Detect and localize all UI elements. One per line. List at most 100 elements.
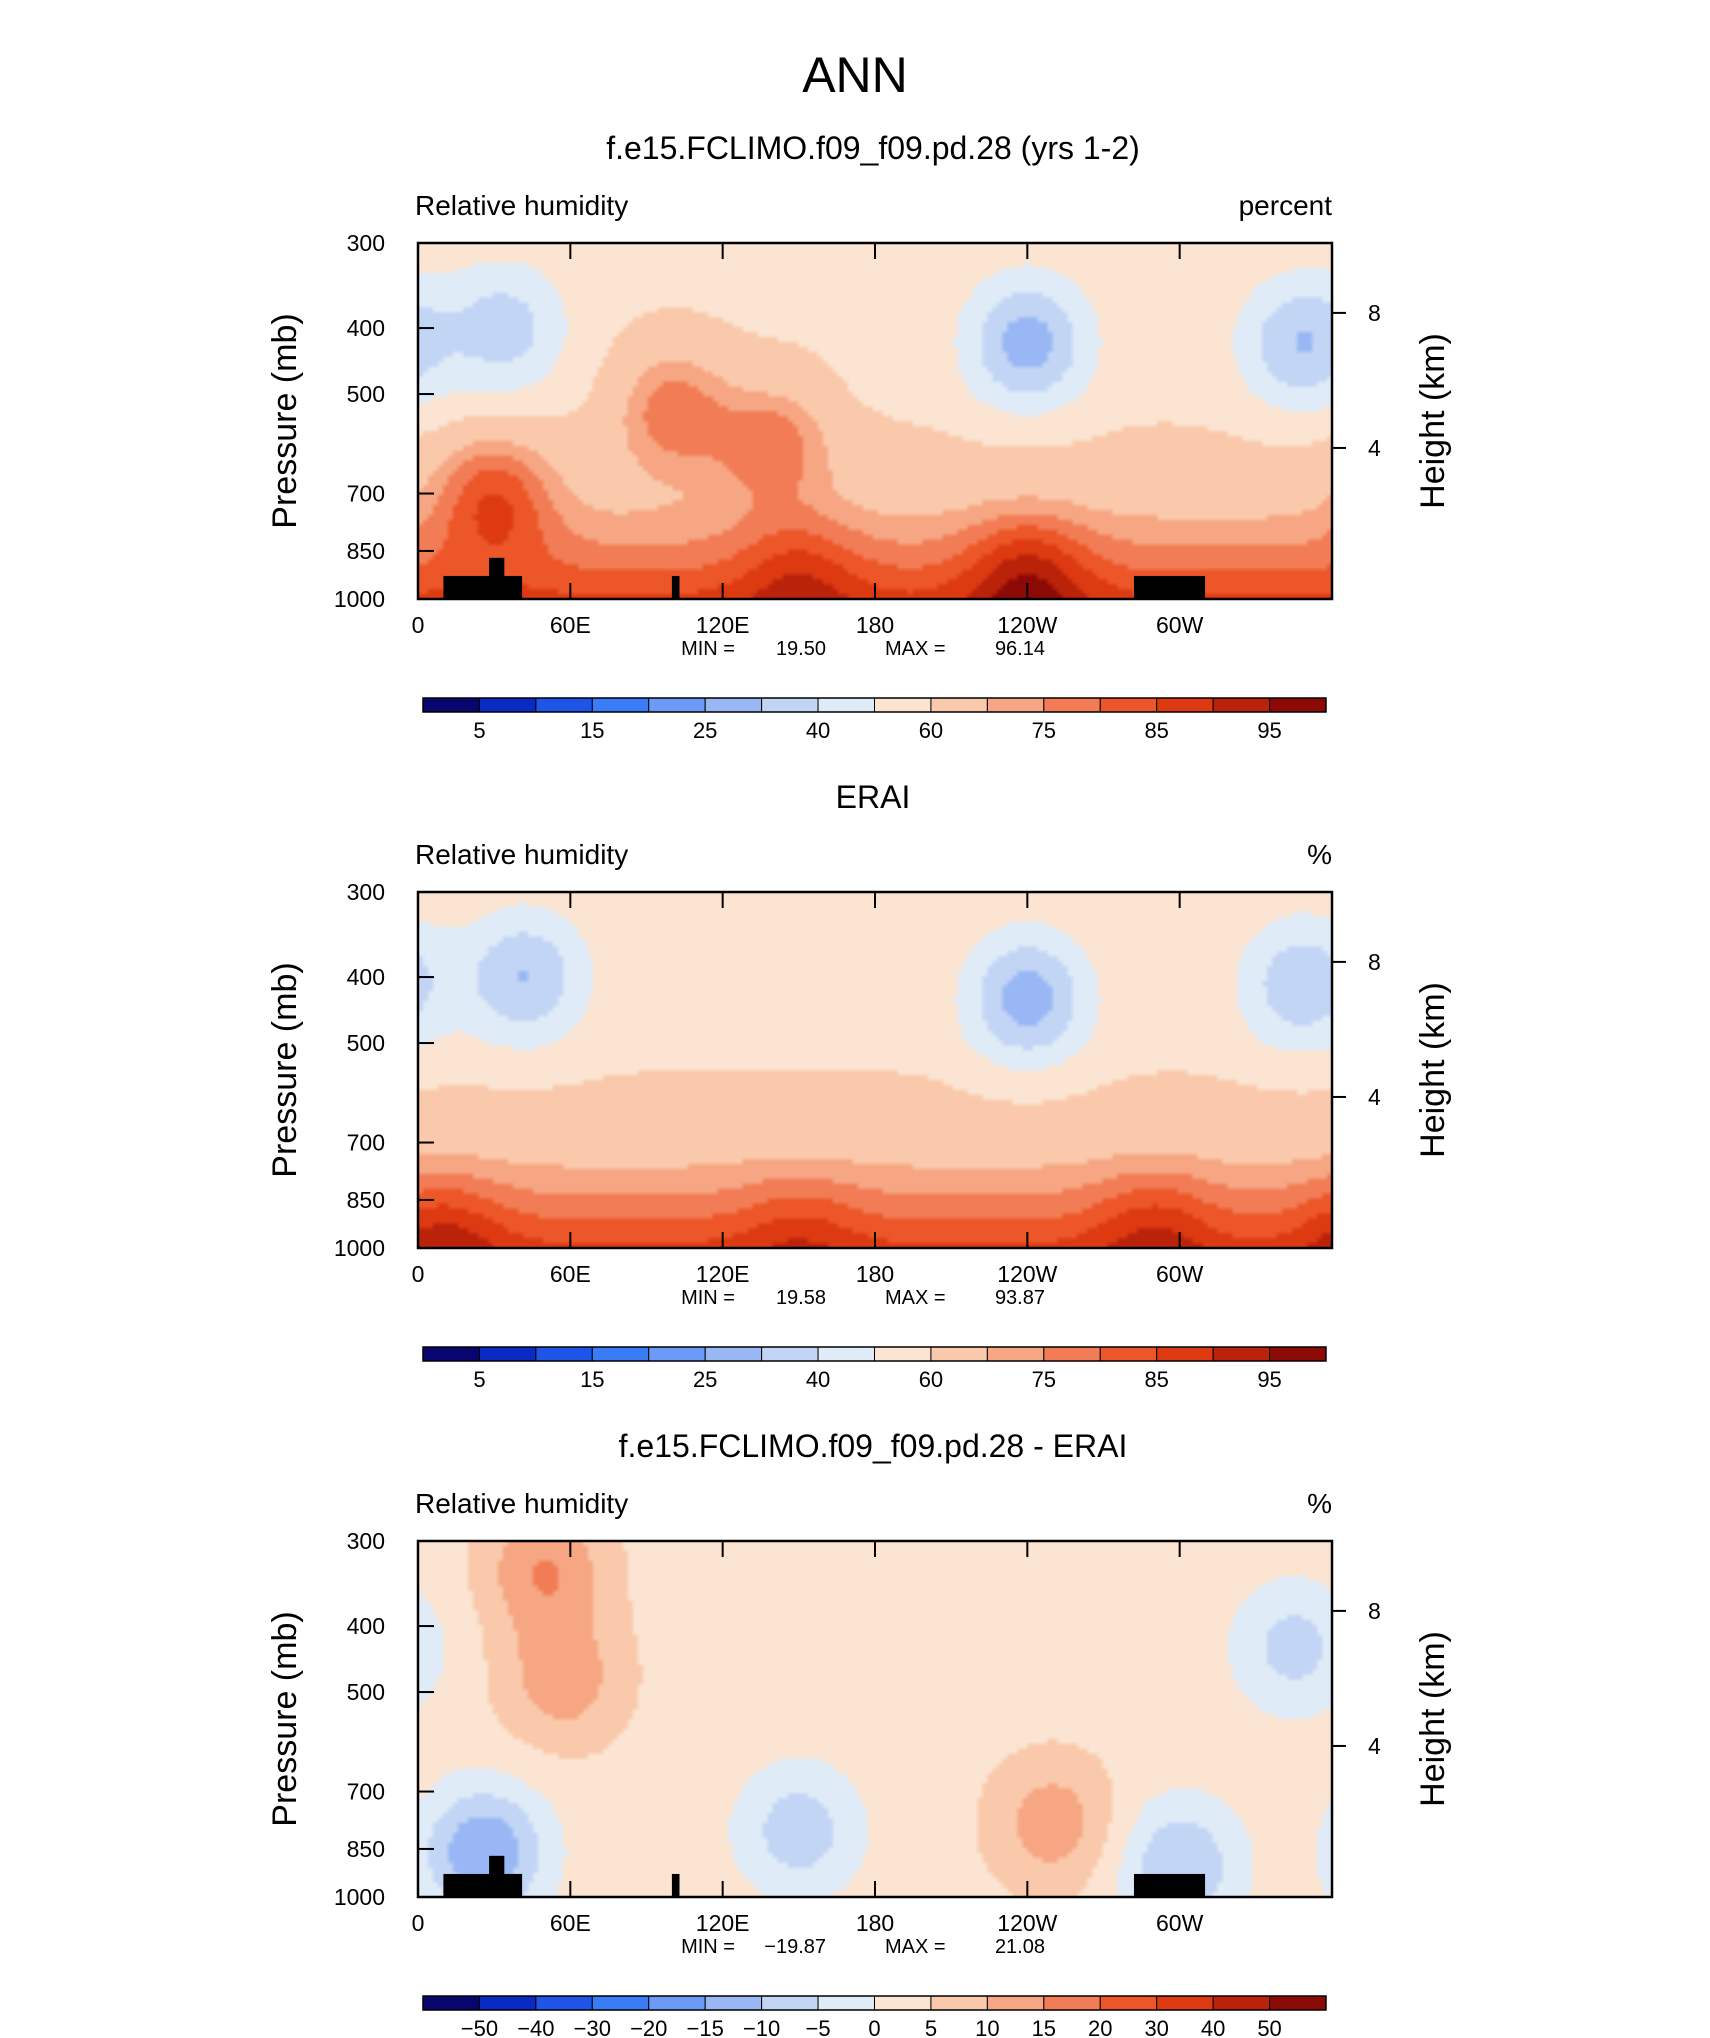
colorbar-label: 5: [473, 1367, 485, 1392]
y-tick-label: 1000: [334, 1884, 385, 1910]
colorbar-label: 15: [580, 718, 604, 743]
x-tick-label: 120E: [696, 1910, 750, 1936]
y-tick-label: 300: [347, 1528, 385, 1554]
y-right-tick-label: 8: [1368, 1598, 1381, 1624]
y-tick-label: 850: [347, 1836, 385, 1862]
x-tick-label: 60W: [1156, 1261, 1204, 1287]
x-tick-label: 180: [856, 1910, 894, 1936]
colorbar-label: 30: [1144, 2016, 1168, 2038]
colorbar-swatch: [761, 1346, 819, 1362]
colorbar-label: 20: [1088, 2016, 1112, 2038]
min-label: MIN =: [681, 1287, 735, 1309]
y-tick-label: 1000: [334, 586, 385, 612]
x-tick-label: 120W: [997, 1261, 1057, 1287]
colorbar-label: 15: [1032, 2016, 1056, 2038]
topography-block: [1133, 1873, 1206, 1897]
colorbar-swatch: [1212, 1995, 1271, 2011]
panel-1: f.e15.FCLIMO.f09_f09.pd.28 (yrs 1-2) Rela…: [266, 130, 1452, 743]
units-label: %: [1307, 1488, 1332, 1519]
panel-title: ERAI: [836, 779, 911, 815]
max-label: MAX =: [885, 638, 946, 660]
figure-title: ANN: [802, 47, 908, 103]
topography-block: [1133, 575, 1206, 599]
colorbar: 5 15 25 40 60 75 85 95: [422, 1346, 1327, 1392]
y-right-tick-label: 4: [1368, 1733, 1381, 1759]
colorbar-swatch: [930, 1346, 988, 1362]
x-tick-label: 60W: [1156, 612, 1204, 638]
topography-mask: [443, 557, 1206, 599]
colorbar-label: −5: [806, 2016, 831, 2038]
x-tick-label: 180: [856, 612, 894, 638]
colorbar-swatch: [1156, 1995, 1214, 2011]
colorbar-frame: [422, 697, 1327, 713]
colorbar-swatch: [817, 697, 875, 713]
colorbar-label: 85: [1144, 1367, 1168, 1392]
variable-label: Relative humidity: [415, 1488, 628, 1519]
colorbar-label: 95: [1257, 1367, 1281, 1392]
colorbar-swatch: [535, 1346, 593, 1362]
colorbar-label: 25: [693, 1367, 717, 1392]
colorbar-label: −20: [630, 2016, 667, 2038]
max-value: 21.08: [995, 1936, 1045, 1958]
min-value: −19.87: [764, 1936, 826, 1958]
colorbar-swatch: [704, 1346, 763, 1362]
min-value: 19.50: [776, 638, 826, 660]
y-tick-label: 700: [347, 1779, 385, 1805]
topography-block: [443, 575, 523, 599]
colorbar-frame: [422, 1995, 1327, 2011]
topography-block: [443, 1873, 523, 1897]
y-right-axis-title: Height (km): [1414, 1631, 1452, 1807]
contour-field: [418, 243, 1332, 599]
colorbar-label: 5: [925, 2016, 937, 2038]
colorbar-label: −10: [743, 2016, 780, 2038]
colorbar-label: 25: [693, 718, 717, 743]
colorbar-swatch: [591, 1346, 650, 1362]
colorbar-swatch: [535, 1995, 593, 2011]
colorbar-swatch: [761, 1995, 819, 2011]
colorbar-swatch: [1269, 1995, 1327, 2011]
colorbar-label: 40: [1201, 2016, 1225, 2038]
topography-block: [489, 557, 505, 599]
colorbar-swatch: [704, 697, 763, 713]
colorbar-swatch: [1043, 1995, 1101, 2011]
x-tick-label: 60W: [1156, 1910, 1204, 1936]
colorbar-swatch: [1156, 1346, 1214, 1362]
colorbar-swatch: [1099, 1995, 1158, 2011]
y-tick-label: 1000: [334, 1235, 385, 1261]
y-tick-label: 700: [347, 481, 385, 507]
colorbar-label: −40: [517, 2016, 554, 2038]
colorbar-swatch: [422, 697, 480, 713]
x-tick-label: 0: [412, 1910, 425, 1936]
colorbar-label: 85: [1144, 718, 1168, 743]
x-tick-label: 120E: [696, 1261, 750, 1287]
max-label: MAX =: [885, 1936, 946, 1958]
colorbar-label: −30: [574, 2016, 611, 2038]
colorbar-swatch: [930, 1995, 988, 2011]
colorbar-swatch: [1043, 697, 1101, 713]
colorbar-swatch: [986, 697, 1045, 713]
x-tick-label: 120W: [997, 612, 1057, 638]
colorbar-swatch: [817, 1346, 875, 1362]
max-value: 96.14: [995, 638, 1045, 660]
colorbar-swatch: [478, 1346, 537, 1362]
y-right-axis-title: Height (km): [1414, 982, 1452, 1158]
topography-block: [671, 575, 680, 599]
colorbar-swatch: [761, 697, 819, 713]
y-tick-label: 700: [347, 1130, 385, 1156]
y-tick-label: 300: [347, 879, 385, 905]
colorbar-swatch: [1043, 1346, 1101, 1362]
colorbar-label: 15: [580, 1367, 604, 1392]
panel-title: f.e15.FCLIMO.f09_f09.pd.28 (yrs 1-2): [606, 130, 1140, 166]
units-label: percent: [1239, 190, 1333, 221]
colorbar-swatch: [1212, 697, 1271, 713]
min-value: 19.58: [776, 1287, 826, 1309]
y-tick-label: 400: [347, 315, 385, 341]
colorbar-swatch: [1269, 1346, 1327, 1362]
colorbar-swatch: [478, 1995, 537, 2011]
colorbar-swatch: [1099, 1346, 1158, 1362]
colorbar-label: −15: [687, 2016, 724, 2038]
panel-3: f.e15.FCLIMO.f09_f09.pd.28 - ERAI Relativ…: [266, 1428, 1452, 2038]
colorbar-label: 60: [919, 1367, 943, 1392]
colorbar-swatch: [1269, 697, 1327, 713]
